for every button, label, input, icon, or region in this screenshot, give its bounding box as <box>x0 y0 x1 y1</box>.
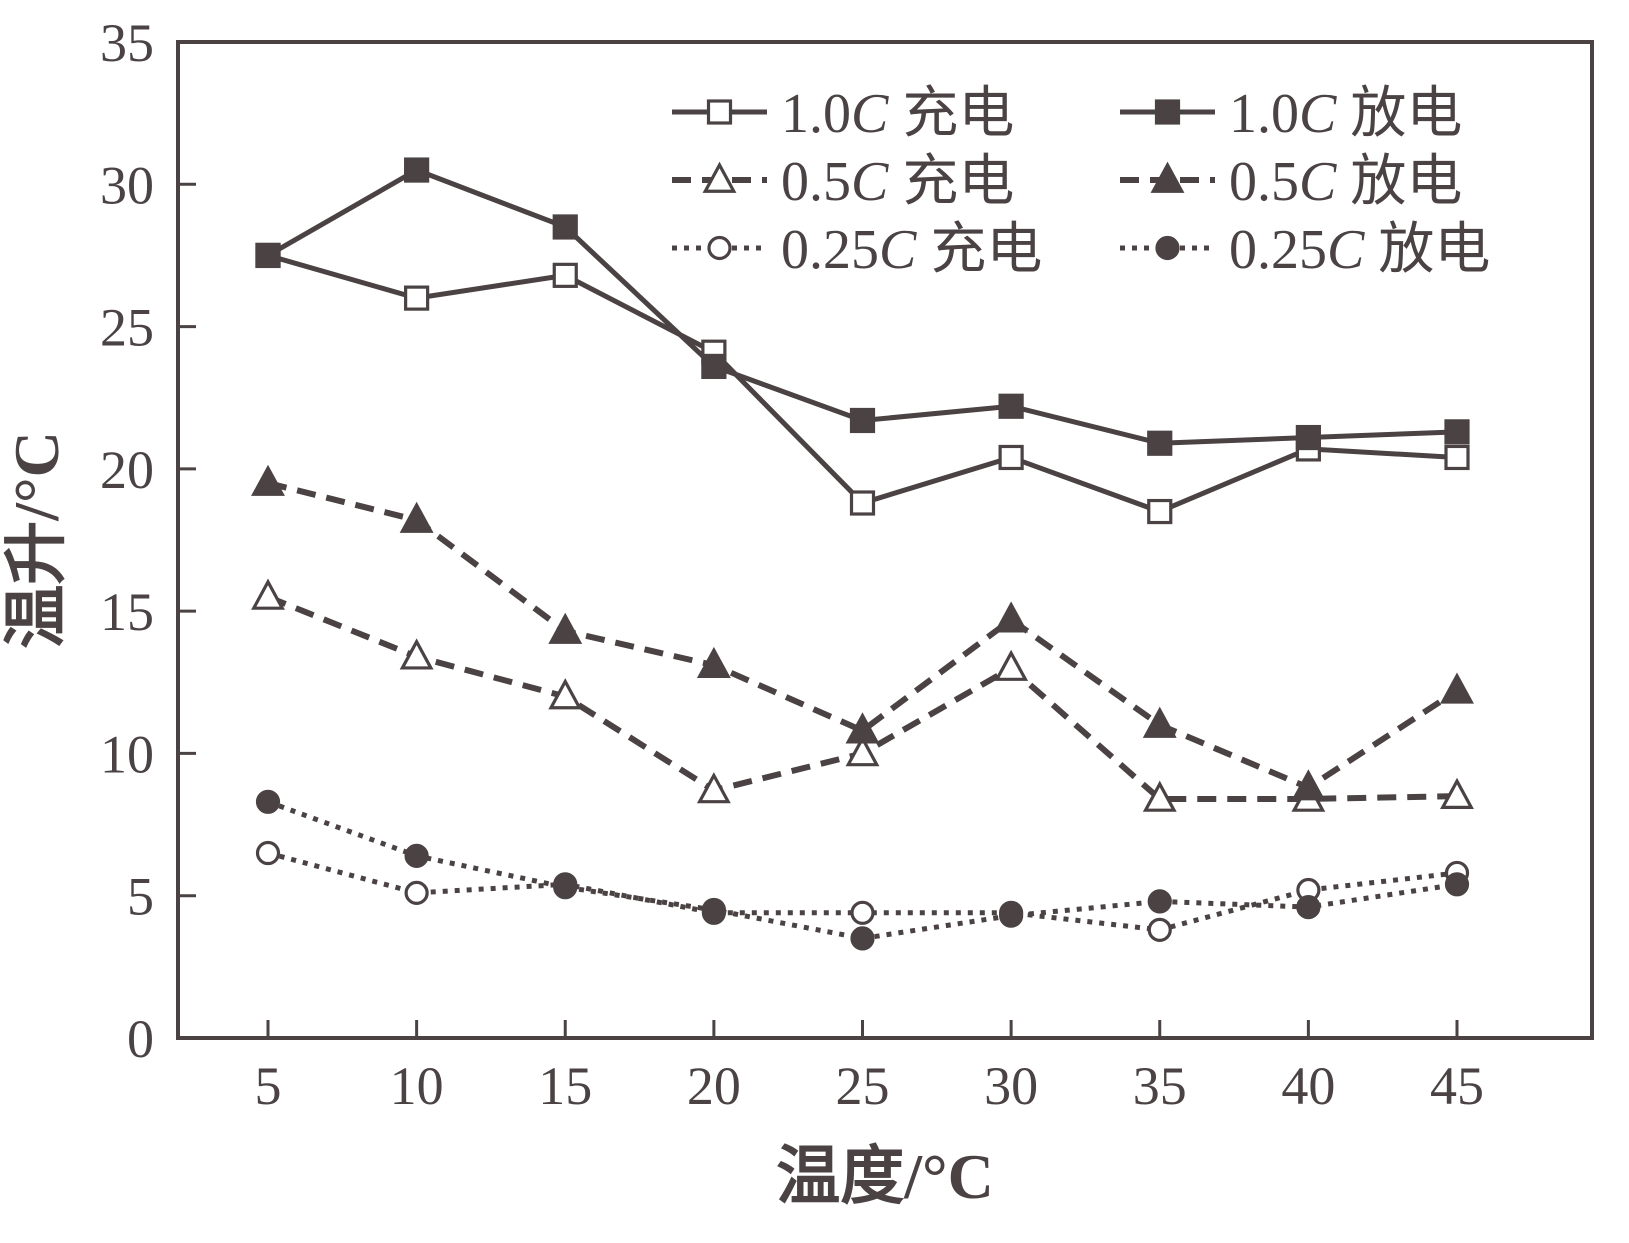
series-marker-1 <box>552 214 578 240</box>
x-tick-label: 5 <box>255 1056 282 1116</box>
legend-marker <box>706 99 733 125</box>
legend-marker <box>1150 161 1185 193</box>
series-marker-2 <box>845 735 880 767</box>
y-tick-label: 25 <box>100 298 154 358</box>
y-tick-label: 0 <box>127 1009 154 1069</box>
legend-marker <box>1154 99 1181 125</box>
x-tick-label: 35 <box>1133 1056 1187 1116</box>
series-line-5 <box>267 799 1458 941</box>
series-marker-0 <box>849 490 876 516</box>
y-tick-label: 5 <box>127 867 154 927</box>
y-tick-label: 15 <box>100 582 154 642</box>
plot-area: 5 10 15 20 25 30 35 40 45 0 5 10 15 20 25 30 35 1.0C 充电 1.… <box>100 13 1594 1116</box>
series-marker-3 <box>399 501 434 533</box>
series-marker-4 <box>1147 917 1172 942</box>
series-line-2 <box>266 594 1458 802</box>
series-marker-0 <box>1444 444 1470 471</box>
x-axis-label: 温度/°C <box>776 1141 994 1212</box>
legend-marker <box>702 161 737 193</box>
x-tick-label: 40 <box>1281 1056 1335 1116</box>
legend-label: 0.5C 充电 <box>781 151 1014 213</box>
series-marker-1 <box>404 157 430 183</box>
series-marker-5 <box>999 903 1024 928</box>
series-marker-3 <box>1291 769 1326 801</box>
series-marker-1 <box>701 353 727 380</box>
series-marker-5 <box>1444 872 1470 897</box>
series-marker-4 <box>404 880 429 905</box>
series-marker-3 <box>251 464 285 496</box>
series-marker-2 <box>696 772 731 804</box>
y-tick-label: 35 <box>100 13 154 73</box>
series-marker-1 <box>849 407 876 434</box>
series-marker-1 <box>1147 430 1173 456</box>
x-tick-label: 25 <box>836 1056 890 1116</box>
series-marker-5 <box>701 897 726 923</box>
series-marker-1 <box>1444 419 1470 445</box>
series-marker-3 <box>548 612 583 644</box>
x-tick-label: 15 <box>538 1056 592 1116</box>
series-marker-5 <box>553 875 578 900</box>
series-marker-5 <box>255 789 281 814</box>
plot-frame <box>176 40 1594 1040</box>
series-marker-2 <box>1440 777 1474 809</box>
y-tick-label: 20 <box>100 440 154 500</box>
legend-label: 0.5C 放电 <box>1229 151 1462 213</box>
series-marker-4 <box>255 840 281 866</box>
series-marker-3 <box>1440 672 1474 704</box>
x-tick-label: 45 <box>1430 1056 1484 1116</box>
legend-marker <box>1155 235 1180 261</box>
series-marker-3 <box>845 712 880 744</box>
legend-marker <box>707 235 732 261</box>
series-marker-2 <box>251 578 285 610</box>
series-marker-3 <box>994 601 1029 633</box>
x-tick-label: 20 <box>687 1056 741 1116</box>
series-marker-5 <box>404 843 429 868</box>
series-marker-0 <box>404 285 430 311</box>
series-marker-1 <box>1295 424 1321 451</box>
series-marker-5 <box>1296 894 1321 920</box>
x-tick-label: 30 <box>984 1056 1038 1116</box>
legend-label: 1.0C 充电 <box>781 83 1014 145</box>
series-marker-3 <box>1142 706 1177 738</box>
series-marker-5 <box>850 926 875 951</box>
legend-label: 1.0C 放电 <box>1229 83 1462 145</box>
y-tick-label: 10 <box>100 724 154 784</box>
series-marker-1 <box>998 393 1024 419</box>
series-marker-2 <box>399 638 434 670</box>
series-marker-2 <box>548 678 583 710</box>
series-marker-2 <box>994 649 1029 681</box>
series-marker-4 <box>850 900 875 925</box>
series-marker-3 <box>696 646 731 679</box>
series-marker-2 <box>1142 780 1177 812</box>
legend-label: 0.25C 放电 <box>1229 219 1490 281</box>
series-marker-0 <box>998 444 1024 471</box>
series-marker-1 <box>255 242 281 269</box>
series-line-3 <box>267 480 1459 791</box>
x-tick-label: 10 <box>390 1056 444 1116</box>
y-tick-label: 30 <box>100 155 154 215</box>
y-axis-label: 温升/°C <box>1 431 72 649</box>
series-marker-0 <box>552 262 578 288</box>
legend-label: 0.25C 充电 <box>781 219 1042 281</box>
series-marker-5 <box>1147 889 1172 914</box>
series-marker-0 <box>1147 498 1173 525</box>
series-line-0 <box>267 253 1458 515</box>
